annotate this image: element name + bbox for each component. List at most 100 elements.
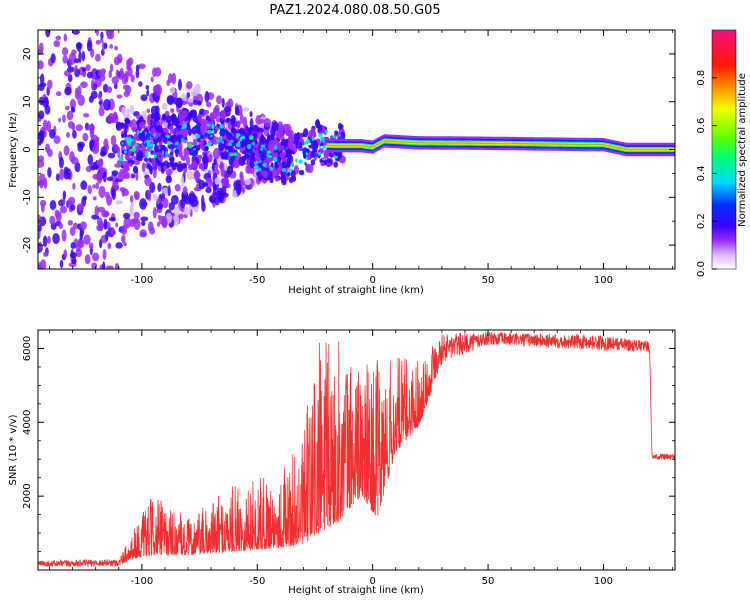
spectrogram-noise-blob	[174, 184, 181, 192]
spectrogram-core-blob	[282, 149, 285, 153]
spectrogram-core-blob	[305, 152, 309, 156]
spectrogram-noise-blob	[107, 242, 112, 249]
spectrogram-noise-blob	[38, 214, 42, 226]
spectrogram-noise-blob	[111, 188, 117, 201]
spectrogram-noise-blob	[108, 70, 112, 79]
spectrogram-noise-blob	[62, 114, 66, 123]
snr-y-tick-label: 6000	[22, 336, 33, 361]
spectrogram-energy-blob	[306, 164, 314, 174]
spectrogram-noise-blob	[53, 40, 61, 48]
spectrogram-noise-blob	[115, 222, 119, 228]
spectrogram-core-blob	[322, 145, 326, 149]
spectrogram-core-blob	[255, 160, 259, 165]
spectrogram-energy-blob	[178, 150, 183, 158]
spectrogram-core-blob	[324, 129, 328, 134]
spectrogram-noise-blob	[55, 91, 62, 97]
spectrogram-core-blob	[291, 162, 295, 168]
spectrogram-noise-blob	[216, 95, 222, 105]
spectrogram-noise-blob	[39, 199, 47, 207]
spectrogram-core-blob	[311, 153, 317, 157]
spectrogram-core-blob	[129, 148, 134, 152]
spectrogram-noise-blob	[55, 35, 62, 41]
spectrogram-noise-blob	[161, 197, 169, 209]
spectrogram-core-blob	[123, 150, 128, 154]
spectrogram-energy-blob	[151, 158, 156, 167]
spectrogram-noise-blob	[156, 221, 161, 227]
spectrogram-core-blob	[170, 152, 173, 156]
spectrogram-energy-blob	[275, 177, 279, 182]
spectrogram-core-blob	[134, 143, 138, 147]
spectrogram-noise-blob	[61, 229, 67, 242]
spectrogram-core-blob	[259, 159, 262, 163]
spectrogram-noise-blob	[63, 33, 68, 42]
spectrogram-core-blob	[333, 155, 339, 159]
spectrogram-noise-blob	[125, 85, 132, 95]
spectrogram-noise-blob	[258, 119, 265, 124]
spectrogram-energy-blob	[326, 162, 332, 167]
spectrogram-energy-blob	[169, 125, 174, 132]
spectrogram-noise-blob	[81, 50, 86, 62]
spectrogram-energy-blob	[138, 122, 143, 129]
spectrogram-core-blob	[213, 128, 218, 135]
colorbar-tick-label: 0.0	[696, 261, 707, 277]
spectrogram-core-blob	[187, 143, 193, 149]
spectrogram-noise-blob	[66, 110, 74, 121]
spectrogram-noise-blob	[165, 175, 172, 184]
spectrogram-energy-blob	[245, 126, 249, 132]
spectrogram-core-blob	[208, 141, 213, 146]
spectrogram-noise-blob	[86, 71, 94, 79]
spectrogram-noise-blob	[145, 84, 150, 90]
spectrogram-noise-blob	[140, 94, 148, 102]
spectrogram-noise-blob	[83, 234, 91, 245]
spectrogram-noise-blob	[47, 79, 53, 89]
spectrogram-energy-blob	[165, 115, 172, 124]
spectrogram-core-blob	[306, 148, 310, 154]
spectrogram-noise-blob	[171, 72, 177, 85]
spectrogram-noise-blob	[180, 175, 185, 188]
spectrogram-energy-blob	[133, 160, 140, 166]
spectrogram-noise-blob	[133, 191, 140, 199]
spectrogram-core-blob	[210, 134, 213, 138]
spectrogram-noise-blob	[63, 145, 70, 156]
spectrogram-noise-blob	[38, 173, 46, 183]
spectrogram-core-blob	[220, 135, 223, 142]
spectrogram-core-blob	[248, 158, 253, 161]
spectrogram-noise-blob	[39, 73, 45, 85]
spectrogram-noise-blob	[129, 204, 134, 217]
spectrogram-noise-blob	[170, 107, 175, 114]
spectrogram-energy-blob	[119, 122, 125, 129]
spectrogram-noise-blob	[166, 95, 175, 105]
spectrogram-noise-blob	[123, 114, 131, 120]
spectrogram-y-tick-label: -20	[22, 237, 33, 253]
spectrogram-noise-blob	[75, 42, 83, 49]
spectrogram-noise-blob	[152, 207, 157, 219]
spectrogram-noise-blob	[58, 223, 64, 230]
spectrogram-energy-blob	[203, 109, 210, 115]
spectrogram-core-blob	[268, 155, 272, 158]
spectrogram-core-blob	[128, 159, 132, 164]
spectrogram-core-blob	[283, 162, 289, 166]
spectrogram-energy-blob	[192, 159, 198, 170]
spectrogram-noise-blob	[130, 173, 136, 179]
spectrogram-noise-blob	[87, 124, 95, 132]
spectrogram-energy-blob	[154, 145, 159, 153]
spectrogram-noise-blob	[98, 186, 106, 198]
spectrogram-core-blob	[302, 148, 306, 154]
spectrogram-y-tick-label: 10	[22, 95, 33, 108]
spectrogram-core-blob	[273, 156, 278, 162]
spectrogram-energy-blob	[317, 138, 321, 144]
spectrogram-noise-blob	[74, 65, 78, 72]
spectrogram-noise-blob	[91, 262, 98, 269]
spectrogram-noise-blob	[109, 63, 114, 73]
spectrogram-core-blob	[322, 139, 325, 143]
spectrogram-core-blob	[298, 145, 302, 149]
spectrogram-noise-blob	[82, 71, 87, 78]
spectrogram-energy-blob	[205, 115, 210, 121]
spectrogram-core-blob	[306, 138, 310, 145]
spectrogram-noise-blob	[73, 58, 80, 64]
spectrogram-energy-blob	[281, 138, 287, 146]
spectrogram-energy-blob	[169, 129, 175, 134]
spectrogram-y-tick-label: -10	[22, 189, 33, 205]
spectrogram-core-blob	[305, 156, 308, 161]
spectrogram-energy-blob	[121, 133, 128, 138]
